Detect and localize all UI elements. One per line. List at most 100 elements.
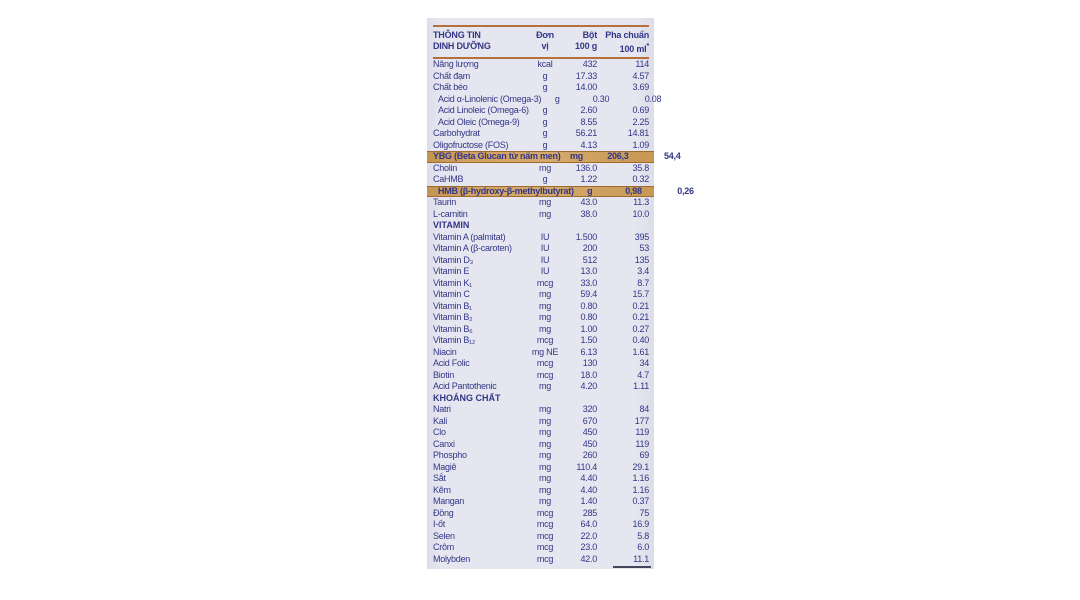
unit-value: mg — [538, 404, 551, 414]
prepared-value: 0.40 — [632, 335, 649, 345]
prepared-value: 119 — [635, 427, 649, 437]
table-row: Canxi mg 450 119 — [433, 439, 649, 451]
table-row: Chất béo g 14.00 3.69 — [433, 82, 649, 94]
nutrient-name: KHOÁNG CHẤT — [433, 392, 501, 403]
nutrient-name: Vitamin A (β-caroten) — [433, 243, 512, 253]
nutrient-name: Acid Oleic (Omega-9) — [438, 116, 520, 127]
unit-value: g — [554, 93, 560, 104]
powder-value: 14.00 — [575, 82, 598, 92]
prepared-value: 0.37 — [632, 496, 649, 506]
powder-value: 260 — [582, 450, 598, 460]
prepared-value: 6.0 — [637, 542, 649, 552]
powder-value: 136.0 — [575, 162, 598, 173]
prepared-value: 114 — [635, 59, 649, 69]
nutrient-name: CaHMB — [433, 174, 464, 184]
prepared-value: 135 — [634, 254, 650, 265]
unit-value: kcal — [537, 59, 553, 69]
nutrition-label-panel: THÔNG TIN DINH DƯỠNG Đơn vị Bột 100 g Ph… — [427, 18, 694, 569]
table-row: CaHMB g 1.22 0.32 — [433, 174, 649, 186]
nutrition-table-body: Năng lượng kcal 432 114 Chất đạm g 17.33 4.57 Ch… — [427, 59, 694, 565]
table-row: HMB (β-hydroxy-β-methylbutyrat) g 0,98 0,26 — [427, 185, 694, 197]
table-row: Selen mcg 22.0 5.8 — [433, 531, 649, 543]
prepared-value: 177 — [634, 415, 650, 426]
table-row: Chất đạm g 17.33 4.57 — [433, 71, 649, 83]
unit-value: g — [542, 70, 548, 81]
powder-value: 0.80 — [580, 312, 597, 322]
nutrient-name: Selen — [433, 530, 455, 541]
nutrient-name: Acid Linoleic (Omega-6) — [438, 105, 529, 115]
prepared-value: 69 — [639, 450, 649, 460]
table-row: YBG (Beta Glucan từ nấm men) mg 206,3 54,4 — [427, 151, 681, 163]
powder-value: 59.4 — [580, 289, 597, 299]
prepared-value: 16.9 — [632, 519, 649, 529]
prepared-value: 1.16 — [632, 473, 649, 483]
unit-value: mcg — [536, 369, 554, 380]
table-row: Natri mg 320 84 — [433, 404, 649, 416]
powder-value: 8.55 — [580, 116, 597, 127]
prepared-value: 35.8 — [632, 162, 649, 173]
powder-value: 4.40 — [580, 473, 597, 483]
unit-value: mg — [538, 381, 551, 391]
nutrition-table: THÔNG TIN DINH DƯỠNG Đơn vị Bột 100 g Ph… — [427, 25, 694, 565]
table-row: Niacin mg NE 6.13 1.61 — [433, 347, 649, 359]
prepared-value: 8.7 — [637, 277, 649, 288]
powder-value: 130 — [582, 358, 598, 368]
powder-value: 2.60 — [580, 105, 597, 115]
nutrient-name: YBG (Beta Glucan từ nấm men) — [433, 151, 561, 161]
prepared-value: 11.3 — [633, 197, 649, 207]
table-row: Kẽm mg 4.40 1.16 — [433, 485, 649, 497]
table-row: Acid Oleic (Omega-9) g 8.55 2.25 — [433, 117, 649, 129]
table-row: Phospho mg 260 69 — [433, 450, 649, 462]
unit-value: mg — [538, 438, 551, 449]
unit-value: mg — [538, 415, 551, 426]
nutrient-name: Cholin — [433, 162, 458, 173]
unit-value: mg — [538, 162, 551, 173]
unit-value: mcg — [536, 542, 554, 552]
unit-value: g — [542, 82, 548, 92]
table-row: Vitamin B₁₂ mcg 1.50 0.40 — [433, 335, 649, 347]
nutrient-name: VITAMIN — [433, 220, 470, 230]
column-header-powder: Bột 100 g — [574, 30, 597, 51]
nutrient-name: Sắt — [433, 473, 446, 483]
powder-value: 512 — [582, 254, 598, 265]
powder-value: 1.22 — [580, 174, 597, 184]
unit-value: mcg — [536, 277, 554, 288]
nutrient-name: Kali — [433, 415, 448, 426]
prepared-value: 0.21 — [632, 312, 649, 322]
table-title-line2: DINH DƯỠNG — [433, 41, 491, 51]
powder-value: 18.0 — [580, 369, 597, 380]
unit-value: mcg — [536, 507, 554, 518]
powder-value: 1.50 — [580, 335, 597, 345]
unit-value: mg NE — [531, 346, 559, 357]
nutrient-name: Vitamin E — [433, 266, 470, 276]
powder-value: 285 — [582, 507, 598, 518]
prepared-value: 0,26 — [677, 185, 694, 196]
prepared-value: 4.57 — [632, 70, 649, 81]
nutrient-name: Vitamin A (palmitat) — [433, 231, 506, 242]
powder-value: 56.21 — [575, 128, 598, 138]
powder-value: 450 — [582, 438, 598, 449]
prepared-value: 1.16 — [632, 484, 649, 495]
bottom-edge-mark — [613, 566, 651, 568]
section-header-row: KHOÁNG CHẤT — [433, 393, 649, 405]
unit-value: mg — [538, 289, 551, 299]
nutrient-name: HMB (β-hydroxy-β-methylbutyrat) — [438, 185, 574, 196]
nutrient-name: Natri — [433, 404, 451, 414]
nutrient-name: Vitamin B₂ — [433, 312, 473, 322]
table-row: Magiê mg 110.4 29.1 — [433, 462, 649, 474]
prepared-value: 0.27 — [632, 323, 649, 334]
prepared-value: 84 — [639, 404, 649, 414]
unit-value: mg — [538, 300, 551, 311]
table-row: Vitamin A (palmitat) IU 1.500 395 — [433, 232, 649, 244]
powder-value: 450 — [582, 427, 598, 437]
table-row: Biotin mcg 18.0 4.7 — [433, 370, 649, 382]
powder-value: 200 — [582, 243, 598, 253]
unit-value: IU — [540, 243, 550, 253]
table-title: THÔNG TIN DINH DƯỠNG — [433, 30, 529, 52]
table-title-line1: THÔNG TIN — [433, 30, 481, 40]
nutrient-name: Taurin — [433, 197, 457, 207]
prepared-value: 3.4 — [637, 266, 649, 276]
table-row: Acid Folic mcg 130 34 — [433, 358, 649, 370]
powder-value: 4.20 — [580, 381, 597, 391]
unit-value: mg — [538, 427, 551, 437]
